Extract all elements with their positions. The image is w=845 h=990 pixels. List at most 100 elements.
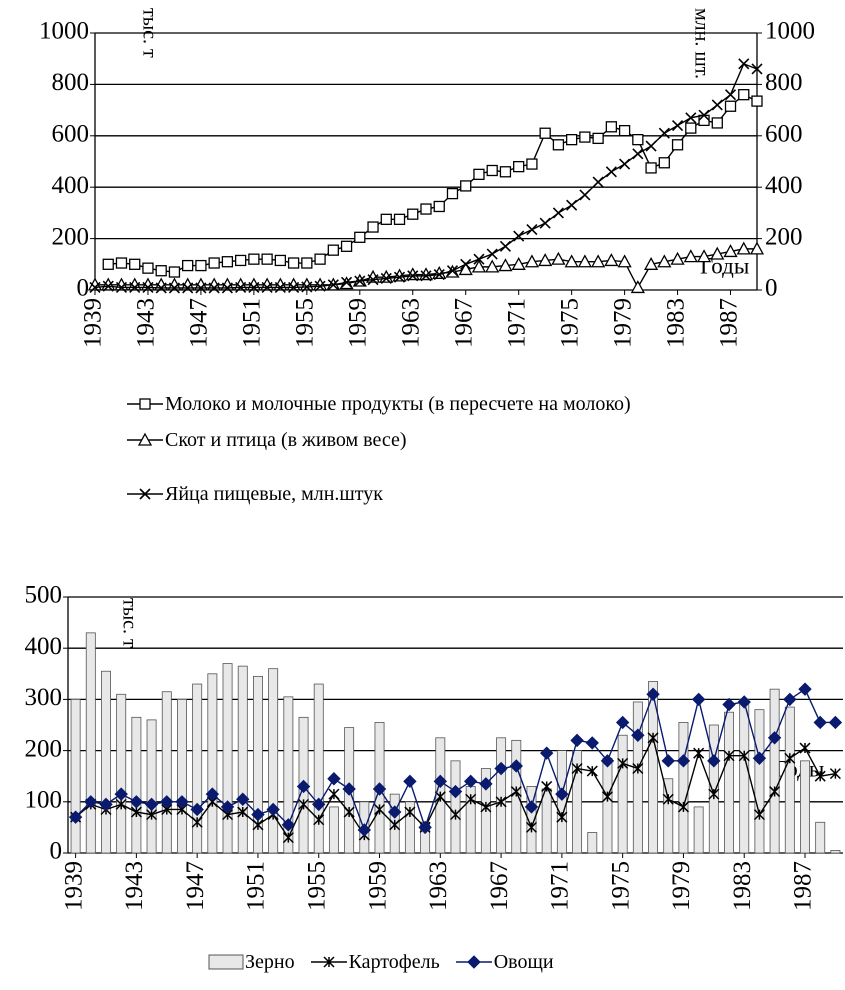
marker bbox=[661, 754, 675, 768]
x-tick-label: 1967 bbox=[450, 298, 477, 348]
marker bbox=[191, 816, 203, 828]
marker bbox=[617, 757, 629, 769]
marker bbox=[407, 208, 419, 220]
marker bbox=[221, 282, 233, 294]
bar bbox=[313, 683, 324, 854]
marker bbox=[235, 281, 247, 293]
bar bbox=[207, 673, 218, 854]
marker bbox=[252, 819, 264, 831]
bar bbox=[222, 663, 233, 854]
marker bbox=[129, 281, 141, 293]
y-axis-label: тыс. т bbox=[138, 8, 160, 58]
marker bbox=[282, 832, 294, 844]
marker bbox=[605, 166, 617, 178]
y2-tick-label: 800 bbox=[765, 69, 803, 96]
marker bbox=[499, 240, 512, 252]
marker bbox=[524, 800, 539, 814]
x-tick-label: 1971 bbox=[503, 298, 530, 348]
marker bbox=[340, 240, 353, 252]
marker bbox=[473, 168, 485, 181]
marker bbox=[261, 253, 273, 265]
marker bbox=[539, 217, 551, 229]
y-tick-label: 0 bbox=[50, 838, 63, 865]
marker bbox=[592, 176, 604, 188]
marker bbox=[556, 811, 568, 823]
marker bbox=[749, 241, 765, 255]
bar bbox=[131, 716, 142, 854]
bar bbox=[161, 691, 172, 854]
marker bbox=[630, 280, 645, 294]
marker bbox=[513, 230, 525, 242]
bar bbox=[648, 681, 659, 854]
marker bbox=[446, 187, 459, 200]
marker bbox=[670, 251, 685, 265]
marker bbox=[643, 256, 659, 270]
marker bbox=[479, 777, 493, 791]
marker bbox=[645, 140, 657, 152]
legend-item: Молоко и молочные продукты (в пересчете … bbox=[125, 392, 685, 416]
legend-icon bbox=[127, 432, 163, 446]
legend-item: Зерно bbox=[205, 950, 295, 974]
marker bbox=[698, 114, 710, 127]
marker bbox=[783, 692, 797, 707]
marker bbox=[647, 732, 659, 744]
marker bbox=[404, 806, 416, 818]
marker bbox=[510, 786, 522, 798]
marker bbox=[657, 254, 672, 268]
marker bbox=[619, 158, 631, 170]
bar bbox=[146, 719, 157, 854]
marker bbox=[485, 259, 500, 273]
x-tick-label: 1939 bbox=[80, 298, 107, 348]
marker bbox=[710, 246, 725, 260]
marker bbox=[601, 791, 613, 803]
marker bbox=[208, 282, 220, 294]
marker bbox=[539, 127, 551, 139]
marker bbox=[722, 697, 736, 712]
marker bbox=[551, 251, 566, 265]
bar bbox=[70, 699, 81, 854]
marker bbox=[281, 818, 296, 832]
marker bbox=[707, 754, 721, 768]
marker bbox=[751, 63, 763, 75]
marker bbox=[129, 258, 141, 270]
marker bbox=[579, 189, 591, 201]
marker bbox=[343, 806, 355, 818]
y2-tick-label: 400 bbox=[765, 172, 803, 199]
marker bbox=[480, 801, 492, 813]
marker bbox=[631, 728, 645, 742]
x-tick-label: 1939 bbox=[60, 861, 87, 911]
marker bbox=[288, 281, 300, 293]
marker bbox=[380, 272, 392, 285]
marker bbox=[354, 231, 366, 243]
marker bbox=[696, 249, 712, 263]
marker bbox=[274, 254, 287, 267]
y-axis-label: тыс. т bbox=[118, 598, 140, 648]
x-tick-label: 1971 bbox=[547, 861, 574, 911]
x-tick-label: 1967 bbox=[486, 861, 513, 911]
bar bbox=[572, 750, 583, 854]
y-tick-label: 200 bbox=[25, 735, 63, 762]
marker bbox=[564, 254, 579, 268]
marker bbox=[828, 715, 843, 730]
marker bbox=[195, 259, 207, 272]
bar bbox=[602, 757, 613, 854]
marker bbox=[248, 281, 260, 293]
marker bbox=[579, 131, 591, 143]
marker bbox=[433, 774, 448, 789]
legend: Зерно Картофель Овощи bbox=[205, 950, 554, 974]
marker bbox=[99, 797, 113, 812]
y2-axis-label: млн. шт. bbox=[690, 8, 712, 79]
marker bbox=[327, 244, 339, 256]
marker bbox=[327, 279, 339, 291]
marker bbox=[342, 782, 356, 796]
marker bbox=[367, 221, 379, 233]
bar bbox=[116, 693, 127, 854]
marker bbox=[146, 809, 158, 821]
marker bbox=[473, 253, 485, 265]
marker bbox=[555, 787, 569, 801]
marker bbox=[618, 125, 631, 137]
y-tick-label: 0 bbox=[77, 275, 90, 302]
marker bbox=[182, 259, 194, 272]
